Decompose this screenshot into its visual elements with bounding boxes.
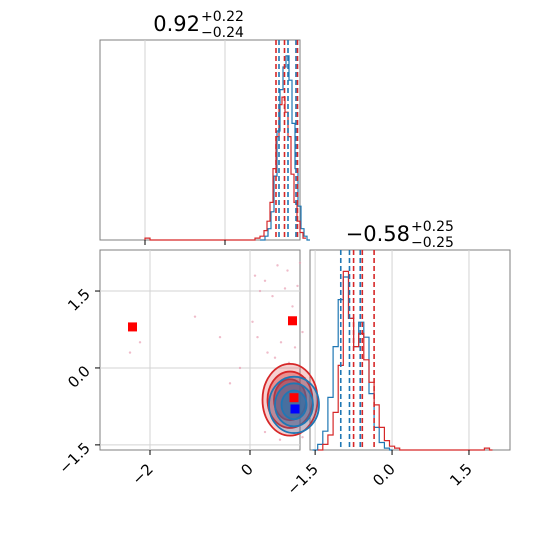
quantile-lines-group bbox=[275, 40, 299, 240]
scatter-point bbox=[279, 341, 283, 344]
quantile-lines-group bbox=[339, 250, 375, 450]
scatter-point bbox=[258, 289, 262, 293]
scatter-point bbox=[278, 438, 282, 441]
scatter-point bbox=[256, 335, 259, 339]
scatter-point bbox=[228, 382, 232, 385]
scatter-point bbox=[238, 366, 242, 370]
scatter-point bbox=[291, 305, 294, 308]
histogram-step-line bbox=[260, 55, 310, 241]
marker-square bbox=[288, 316, 297, 326]
scatter-point bbox=[286, 269, 289, 272]
scatter-point bbox=[128, 351, 132, 354]
scatter-point bbox=[271, 294, 274, 298]
scatter-point bbox=[193, 315, 197, 318]
panel-title-minus: −0.24 bbox=[201, 25, 244, 41]
marker-square bbox=[290, 404, 300, 414]
scatter-point bbox=[296, 284, 299, 288]
scatter-point bbox=[276, 264, 279, 267]
scatter-point bbox=[253, 274, 257, 277]
scatter-point bbox=[298, 261, 302, 265]
scatter-point bbox=[263, 430, 267, 434]
panel-title-plus: +0.25 bbox=[411, 219, 454, 235]
scatter-point bbox=[251, 320, 254, 323]
scatter-point bbox=[283, 287, 287, 290]
scatter-point bbox=[293, 346, 297, 349]
panel-title-value: −0.58 bbox=[346, 222, 410, 246]
panel-title-plus: +0.22 bbox=[201, 9, 244, 25]
scatter-point bbox=[301, 435, 304, 439]
panel-frame bbox=[99, 39, 301, 241]
scatter-point bbox=[263, 279, 267, 282]
marker-square bbox=[289, 393, 299, 403]
grid-group bbox=[100, 250, 300, 450]
panel-title-value: 0.92 bbox=[153, 12, 200, 36]
scatter-point bbox=[273, 356, 277, 359]
scatter-point bbox=[138, 341, 142, 344]
scatter-points-group bbox=[128, 261, 312, 441]
marker-square bbox=[128, 322, 137, 332]
marker-group bbox=[128, 316, 300, 414]
histogram-step-line bbox=[317, 270, 493, 451]
scatter-point bbox=[218, 335, 222, 339]
panel-title-minus: −0.25 bbox=[411, 235, 454, 251]
scatter-point bbox=[301, 330, 304, 334]
panel-histogram-param1: 0.92 +0.22 −0.24 bbox=[99, 9, 310, 245]
scatter-point bbox=[266, 351, 269, 354]
panel-frame bbox=[99, 249, 301, 451]
